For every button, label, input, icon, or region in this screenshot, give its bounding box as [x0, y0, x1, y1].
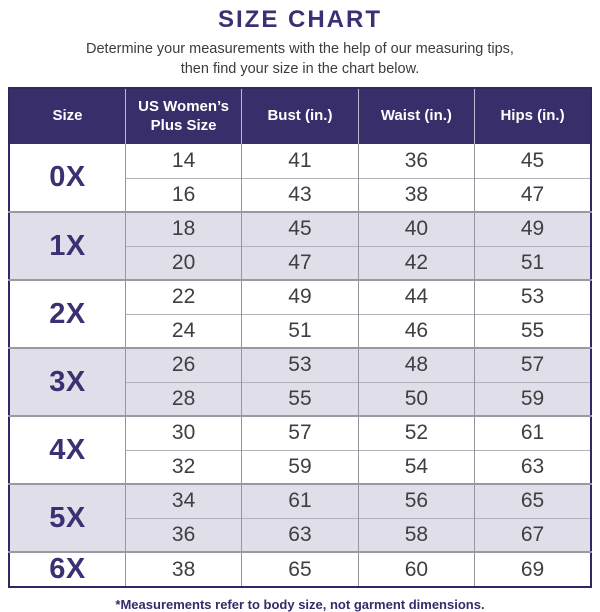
- measurement-cell: 52: [357, 415, 475, 451]
- measurement-cell: 18: [124, 211, 242, 247]
- table-header: Size US Women’s Plus Size Bust (in.) Wai…: [9, 88, 591, 145]
- measurement-cell: 49: [241, 279, 359, 315]
- size-label: 6X: [9, 551, 126, 588]
- measurement-cell: 55: [241, 381, 359, 417]
- size-table-body: 0X 14 41 36 45 16 43 38 47 1X 18 45 40 49 20 47 42 51 2X 22…: [9, 144, 591, 588]
- table-row: 3X 26 53 48 57: [9, 347, 591, 417]
- page-subtitle: Determine your measurements with the hel…: [0, 40, 600, 79]
- table-row: 32 59 54 63: [9, 449, 591, 485]
- measurement-cell: 40: [357, 211, 475, 247]
- measurement-cell: 57: [474, 347, 591, 383]
- column-header-hips: Hips (in.): [474, 88, 591, 145]
- measurement-cell: 58: [357, 517, 475, 553]
- measurement-cell: 22: [124, 279, 242, 315]
- measurement-cell: 50: [357, 381, 475, 417]
- measurement-cell: 59: [241, 449, 359, 485]
- measurement-cell: 56: [357, 483, 475, 519]
- column-header-bust: Bust (in.): [241, 88, 359, 145]
- measurement-cell: 69: [474, 551, 591, 588]
- measurement-cell: 67: [474, 517, 591, 553]
- measurement-cell: 49: [474, 211, 591, 247]
- measurement-cell: 41: [241, 144, 359, 179]
- size-label: 3X: [9, 347, 126, 417]
- measurement-cell: 54: [357, 449, 475, 485]
- measurement-cell: 57: [241, 415, 359, 451]
- measurement-cell: 45: [474, 144, 591, 179]
- measurement-cell: 20: [124, 245, 242, 281]
- measurement-cell: 59: [474, 381, 591, 417]
- measurement-cell: 43: [241, 177, 359, 213]
- measurement-cell: 55: [474, 313, 591, 349]
- size-label: 4X: [9, 415, 126, 485]
- table-row: 4X 30 57 52 61: [9, 415, 591, 485]
- measurement-cell: 51: [474, 245, 591, 281]
- header-row: Size US Women’s Plus Size Bust (in.) Wai…: [9, 88, 591, 145]
- size-chart-table: Size US Women’s Plus Size Bust (in.) Wai…: [8, 87, 592, 589]
- measurement-cell: 53: [474, 279, 591, 315]
- measurement-cell: 38: [124, 551, 242, 588]
- table-row: 2X 22 49 44 53: [9, 279, 591, 349]
- measurement-cell: 46: [357, 313, 475, 349]
- measurement-cell: 51: [241, 313, 359, 349]
- size-label: 1X: [9, 211, 126, 281]
- size-label: 2X: [9, 279, 126, 349]
- subtitle-line-1: Determine your measurements with the hel…: [86, 41, 514, 57]
- measurement-cell: 47: [474, 177, 591, 213]
- subtitle-line-2: then find your size in the chart below.: [180, 60, 420, 77]
- measurement-cell: 65: [241, 551, 359, 588]
- table-row: 16 43 38 47: [9, 177, 591, 213]
- table-row: 6X 38 65 60 69: [9, 551, 591, 588]
- measurement-cell: 42: [357, 245, 475, 281]
- measurement-cell: 47: [241, 245, 359, 281]
- measurement-cell: 36: [357, 144, 475, 179]
- table-row: 20 47 42 51: [9, 245, 591, 281]
- measurement-cell: 53: [241, 347, 359, 383]
- column-header-size: Size: [9, 88, 126, 145]
- table-row: 36 63 58 67: [9, 517, 591, 553]
- measurement-cell: 61: [474, 415, 591, 451]
- measurement-cell: 14: [124, 144, 242, 179]
- measurement-cell: 65: [474, 483, 591, 519]
- measurement-cell: 63: [474, 449, 591, 485]
- measurement-cell: 26: [124, 347, 242, 383]
- measurement-cell: 63: [241, 517, 359, 553]
- measurement-cell: 32: [124, 449, 242, 485]
- column-header-plus-size: US Women’s Plus Size: [125, 88, 243, 145]
- measurement-cell: 48: [357, 347, 475, 383]
- page-title: SIZE CHART: [218, 6, 382, 33]
- measurement-cell: 30: [124, 415, 242, 451]
- table-row: 1X 18 45 40 49: [9, 211, 591, 281]
- measurement-cell: 36: [124, 517, 242, 553]
- size-label: 5X: [9, 483, 126, 553]
- measurement-cell: 45: [241, 211, 359, 247]
- table-row: 5X 34 61 56 65: [9, 483, 591, 553]
- measurement-cell: 61: [241, 483, 359, 519]
- measurement-cell: 44: [357, 279, 475, 315]
- measurement-cell: 24: [124, 313, 242, 349]
- table-row: 24 51 46 55: [9, 313, 591, 349]
- measurement-cell: 60: [357, 551, 475, 588]
- table-row: 28 55 50 59: [9, 381, 591, 417]
- measurement-cell: 16: [124, 177, 242, 213]
- measurement-cell: 38: [357, 177, 475, 213]
- footnote: *Measurements refer to body size, not ga…: [115, 597, 485, 612]
- column-header-waist: Waist (in.): [358, 88, 476, 145]
- size-label: 0X: [9, 144, 126, 213]
- table-row: 0X 14 41 36 45: [9, 144, 591, 213]
- measurement-cell: 34: [124, 483, 242, 519]
- measurement-cell: 28: [124, 381, 242, 417]
